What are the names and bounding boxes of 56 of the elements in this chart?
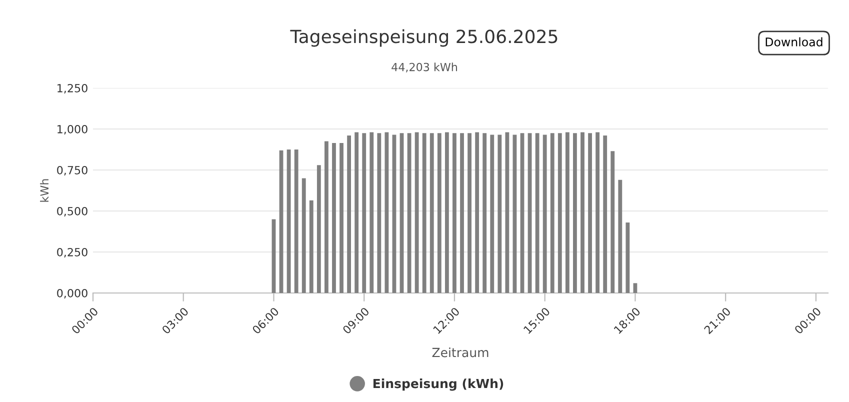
x-axis-title: Zeitraum <box>432 348 488 358</box>
bar <box>452 133 456 293</box>
bar <box>362 133 366 293</box>
bar <box>354 132 359 293</box>
bar <box>498 134 502 293</box>
legend-label: Einspeisung (kWh) <box>373 378 504 391</box>
bar <box>618 180 622 293</box>
bar <box>302 178 306 293</box>
bar <box>482 133 487 293</box>
bar <box>422 133 426 293</box>
bar <box>414 132 419 293</box>
bar <box>347 136 352 293</box>
chart-subtitle: 44,203 kWh <box>392 62 457 72</box>
bar <box>392 134 396 293</box>
bar <box>603 136 608 293</box>
bar <box>437 133 442 293</box>
bar <box>340 142 344 293</box>
bar <box>633 283 638 293</box>
bar <box>542 134 547 293</box>
chart-title: Tageseinspeisung 25.06.2025 <box>290 29 558 47</box>
bar <box>272 219 276 293</box>
y-tick-label: 0,750 <box>57 166 88 176</box>
bar <box>505 132 510 293</box>
bar <box>490 134 494 293</box>
bar <box>475 132 480 293</box>
bar <box>512 134 517 293</box>
y-tick-label: 0,000 <box>57 288 88 299</box>
y-axis-title: kWh <box>40 179 48 202</box>
bar <box>316 165 321 293</box>
bar <box>610 151 615 293</box>
bar <box>430 133 434 293</box>
bar <box>550 133 554 293</box>
bar <box>468 133 472 293</box>
bar <box>565 132 570 293</box>
bar <box>377 133 382 293</box>
bar <box>286 150 291 293</box>
bar <box>588 133 592 293</box>
y-tick-label: 0,250 <box>57 248 88 258</box>
bar <box>332 142 336 293</box>
y-tick-label: 0,500 <box>57 206 88 217</box>
bar <box>294 150 298 293</box>
bar <box>370 132 374 293</box>
bar <box>573 133 577 293</box>
bar <box>324 141 328 293</box>
y-tick-label: 1,250 <box>58 84 88 94</box>
y-tick-label: 1,000 <box>58 124 88 135</box>
bar <box>580 132 584 293</box>
bar <box>626 222 630 293</box>
bar <box>596 132 600 293</box>
bar <box>460 133 464 293</box>
bar <box>558 133 562 293</box>
text: Download <box>766 37 822 46</box>
bar <box>309 200 314 293</box>
bar <box>384 132 389 293</box>
bar <box>535 133 540 293</box>
bar <box>444 132 449 293</box>
